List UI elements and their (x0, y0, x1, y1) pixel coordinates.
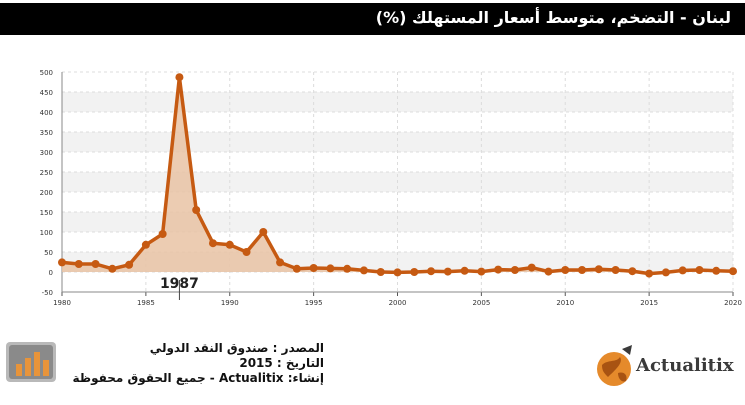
x-tick-label: 2000 (389, 299, 407, 307)
data-point (661, 268, 670, 277)
data-point (192, 206, 201, 214)
y-tick-label: 450 (40, 89, 53, 97)
brand-name: Actualitix (636, 355, 734, 376)
data-point (561, 266, 570, 274)
y-tick-label: 400 (40, 109, 53, 117)
data-point (108, 264, 117, 273)
data-point (91, 260, 100, 268)
data-point (343, 264, 352, 273)
data-point (242, 248, 251, 256)
data-point (393, 268, 402, 277)
y-tick-label: 100 (40, 229, 53, 237)
x-tick-label: 2015 (640, 299, 658, 307)
y-tick-label: 50 (44, 249, 53, 257)
y-tick-label: 300 (40, 149, 53, 157)
grid-band (62, 132, 733, 152)
data-point (208, 239, 217, 248)
data-point (309, 264, 318, 272)
data-point (729, 267, 737, 276)
footer-text: المصدر : صندوق النقد الدولي التاريخ : 20… (64, 341, 324, 386)
data-point (359, 266, 368, 275)
chart-title: لبنان - التضخم، متوسط أسعار المستهلك (%) (375, 8, 731, 27)
data-point (611, 266, 620, 274)
data-point (326, 264, 335, 273)
data-point (276, 258, 285, 267)
data-point (460, 266, 469, 275)
brand-logo[interactable]: Actualitix (594, 343, 744, 388)
data-point (544, 267, 553, 276)
x-tick-label: 1985 (137, 299, 155, 307)
highlight-year-label: 1987 (160, 276, 199, 292)
data-point (292, 264, 301, 273)
inflation-chart: -50 0 50 100 150 200 250 300 350 400 450 500 1980 198… (40, 69, 742, 307)
date-label: التاريخ : 2015 (239, 356, 324, 370)
labels-layer: -50 0 50 100 150 200 250 300 350 400 450 500 1980 198… (40, 69, 742, 307)
x-tick-label: 2010 (556, 299, 574, 307)
x-tick-label: 2005 (472, 299, 490, 307)
data-point (712, 266, 721, 275)
y-tick-label: 150 (40, 209, 53, 217)
data-point (259, 228, 268, 236)
data-point (645, 269, 654, 278)
data-point (628, 267, 637, 276)
data-point (578, 266, 587, 274)
x-tick-label: 2020 (724, 299, 742, 307)
points-layer (58, 73, 737, 278)
source-label: المصدر : صندوق النقد الدولي (149, 341, 324, 355)
x-tick-label: 1995 (305, 299, 323, 307)
title-bar: لبنان - التضخم، متوسط أسعار المستهلك (%) (0, 3, 745, 35)
data-point (376, 268, 385, 276)
data-point (58, 258, 66, 267)
y-tick-label: 350 (40, 129, 53, 137)
data-point (695, 266, 704, 274)
data-point (527, 263, 536, 272)
y-tick-label: 500 (40, 69, 53, 77)
y-tick-label: -50 (42, 289, 53, 297)
y-tick-label: 0 (49, 269, 53, 277)
axes (61, 72, 734, 300)
credit-label: إنشاء: Actualitix - جميع الحقوق محفوظة (72, 371, 324, 385)
data-point (678, 266, 687, 275)
y-tick-label: 200 (40, 189, 53, 197)
data-point (594, 265, 603, 274)
data-point (141, 240, 150, 249)
bar-chart-icon (6, 342, 56, 382)
data-point (175, 73, 184, 82)
x-tick-label: 1980 (53, 299, 71, 307)
globe-icon (597, 345, 632, 386)
x-tick-label: 1990 (221, 299, 239, 307)
y-tick-label: 250 (40, 169, 53, 177)
data-point (125, 260, 134, 269)
data-point (477, 267, 486, 276)
data-point (225, 240, 234, 249)
data-point (410, 268, 419, 276)
data-point (74, 260, 83, 268)
data-point (510, 266, 519, 274)
data-point (494, 265, 503, 274)
data-point (443, 267, 452, 276)
data-point (427, 267, 436, 276)
data-point (158, 230, 167, 238)
